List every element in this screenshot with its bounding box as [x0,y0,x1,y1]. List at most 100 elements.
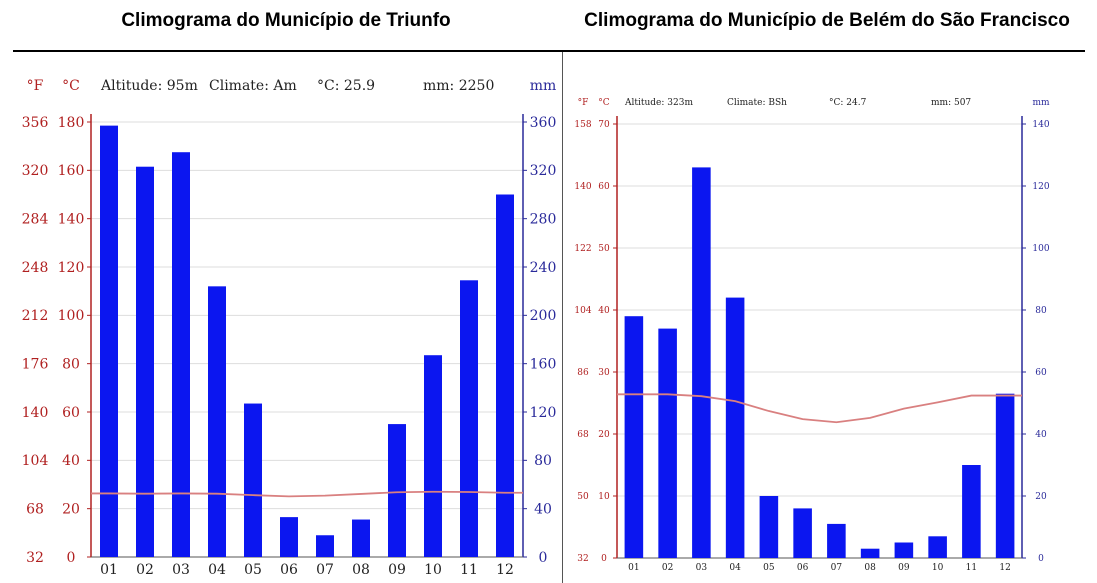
tick-label-fahrenheit: 320 [22,163,49,179]
tick-label-fahrenheit: 176 [22,357,49,373]
tick-label-mm: 120 [530,405,557,421]
x-tick-label: 11 [460,562,478,578]
tick-label-celsius: 80 [62,357,80,373]
tick-label-fahrenheit: 104 [574,306,591,316]
chart-title-belem: Climograma do Município de Belém do São … [584,10,1070,31]
tick-label-celsius: 0 [67,550,76,566]
climograph-triunfo: Altitude: 95m Climate: Am °C: 25.9 mm: 2250… [22,78,557,578]
tick-label-celsius: 50 [598,244,610,254]
tick-label-mm: 0 [539,550,548,566]
climograph-belem: Altitude: 323m Climate: BSh °C: 24.7 mm: 50… [574,98,1050,573]
x-tick-label: 03 [172,562,190,578]
tick-label-mm: 360 [530,115,557,131]
tick-label-celsius: 30 [598,368,610,378]
tick-label-mm: 280 [530,212,557,228]
temperature-line [617,393,1022,424]
precip-bar-08 [860,548,880,558]
x-tick-label: 02 [136,562,154,578]
tick-label-fahrenheit: 284 [22,212,49,228]
tick-label-celsius: 20 [62,502,80,518]
tick-label-mm: 120 [1032,182,1049,192]
precip-bar-05 [244,403,262,557]
tick-label-celsius: 40 [62,453,80,469]
header-climate: Climate: Am [209,78,297,94]
precip-bar-01 [624,316,644,558]
tick-label-mm: 0 [1038,554,1044,564]
tick-label-celsius: 20 [598,430,610,440]
x-tick-label: 08 [864,563,876,573]
panel-divider [562,52,563,583]
precip-bar-09 [894,542,914,558]
unit-celsius: °C [62,78,80,94]
tick-label-mm: 100 [1032,244,1049,254]
chart-title-triunfo: Climograma do Município de Triunfo [121,10,451,31]
tick-label-celsius: 10 [598,492,610,502]
x-tick-label: 07 [831,563,843,573]
tick-label-fahrenheit: 122 [574,244,591,254]
tick-label-fahrenheit: 140 [574,182,591,192]
x-tick-label: 03 [696,563,708,573]
tick-label-mm: 20 [1035,492,1047,502]
x-tick-label: 05 [244,562,262,578]
tick-label-fahrenheit: 140 [22,405,49,421]
x-tick-label: 09 [388,562,406,578]
precip-bar-02 [136,166,154,557]
x-tick-label: 02 [662,563,673,573]
tick-label-celsius: 70 [598,120,610,130]
tick-label-mm: 160 [530,357,557,373]
tick-label-celsius: 100 [58,308,85,324]
x-tick-label: 01 [628,563,639,573]
precip-bar-07 [316,535,334,557]
precip-bar-06 [280,517,298,557]
tick-label-mm: 240 [530,260,557,276]
x-tick-label: 12 [496,562,514,578]
header-rule [13,50,1085,52]
x-tick-label: 08 [352,562,370,578]
unit-mm: mm [1032,98,1050,108]
unit-fahrenheit: °F [578,98,589,108]
tick-label-mm: 200 [530,308,557,324]
precip-bar-07 [827,523,846,558]
x-tick-label: 10 [424,562,442,578]
header-mean-temp: °C: 25.9 [317,78,375,94]
tick-label-mm: 80 [1035,306,1047,316]
precip-bar-04 [208,286,226,557]
tick-label-celsius: 120 [58,260,85,276]
tick-label-mm: 40 [534,502,552,518]
precip-bar-03 [692,167,711,558]
tick-label-fahrenheit: 68 [26,502,44,518]
precip-bar-08 [352,519,370,557]
tick-label-fahrenheit: 104 [22,453,49,469]
header-climate: Climate: BSh [727,98,787,108]
tick-label-fahrenheit: 86 [577,368,589,378]
precip-bar-11 [962,465,981,558]
tick-label-mm: 60 [1035,368,1047,378]
header-altitude: Altitude: 95m [100,78,198,94]
x-tick-label: 11 [966,563,977,573]
header-mean-temp: °C: 24.7 [829,98,867,108]
tick-label-mm: 40 [1035,430,1047,440]
tick-label-celsius: 180 [58,115,85,131]
x-tick-label: 04 [208,562,226,578]
unit-mm: mm [530,78,557,94]
tick-label-mm: 140 [1032,120,1049,130]
header-annual-precip: mm: 507 [931,98,971,108]
unit-fahrenheit: °F [27,78,44,94]
x-tick-label: 06 [280,562,298,578]
header-altitude: Altitude: 323m [624,98,693,108]
temperature-line [91,490,523,498]
tick-label-celsius: 60 [62,405,80,421]
precip-bar-10 [928,536,947,558]
precip-bar-12 [496,194,514,557]
tick-label-mm: 80 [534,453,552,469]
tick-label-fahrenheit: 50 [577,492,589,502]
tick-label-fahrenheit: 32 [577,554,588,564]
x-tick-label: 09 [898,563,910,573]
x-tick-label: 07 [316,562,334,578]
precip-bar-11 [460,280,478,557]
x-tick-label: 04 [729,563,741,573]
tick-label-celsius: 40 [598,306,610,316]
tick-label-fahrenheit: 158 [574,120,591,130]
x-tick-label: 01 [100,562,118,578]
tick-label-fahrenheit: 212 [22,308,49,324]
